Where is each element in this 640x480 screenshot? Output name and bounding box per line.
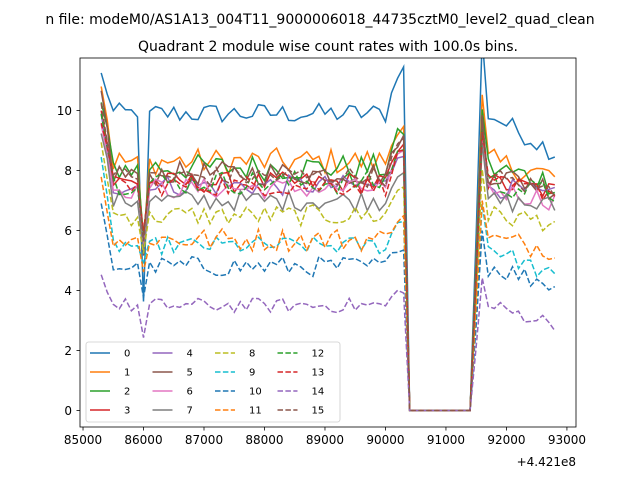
legend-label-10: 10 — [249, 387, 262, 398]
series-line-11 — [100, 176, 555, 412]
chart-title: Quadrant 2 module wise count rates with … — [138, 39, 518, 55]
series-line-15 — [100, 103, 556, 412]
legend-label-0: 0 — [124, 349, 130, 360]
axes: 85000 86000 87000 88000 89000 90000 91000 92000… — [57, 57, 586, 447]
legend-label-13: 13 — [312, 368, 325, 379]
y-tick-label: 4 — [64, 284, 72, 298]
x-offset-label: +4.421e8 — [517, 455, 576, 469]
legend-label-1: 1 — [124, 368, 130, 379]
series-line-14 — [100, 274, 556, 412]
legend-label-12: 12 — [312, 349, 325, 360]
x-tick-label: 93000 — [548, 433, 586, 447]
legend-label-6: 6 — [187, 387, 193, 398]
y-tick-label: 10 — [57, 104, 72, 118]
legend-label-9: 9 — [249, 368, 255, 379]
series-line-9 — [100, 156, 556, 412]
figure-suptitle: n file: modeM0/AS1A13_004T11_9000006018_… — [45, 12, 594, 28]
legend-label-7: 7 — [187, 406, 193, 417]
series-line-13 — [100, 123, 556, 412]
legend-label-8: 8 — [249, 349, 255, 360]
legend-label-2: 2 — [124, 387, 130, 398]
y-tick-label: 0 — [64, 404, 72, 418]
legend-label-11: 11 — [249, 406, 262, 417]
x-tick-label: 86000 — [124, 433, 162, 447]
legend-label-4: 4 — [187, 349, 193, 360]
legend-label-14: 14 — [312, 387, 325, 398]
x-tick-label: 89000 — [306, 433, 344, 447]
plot-area — [100, 58, 556, 412]
series-line-8 — [100, 142, 556, 412]
x-tick-label: 91000 — [427, 433, 465, 447]
y-tick-label: 6 — [64, 224, 72, 238]
x-tick-label: 88000 — [245, 433, 283, 447]
x-tick-label: 90000 — [366, 433, 404, 447]
legend-label-3: 3 — [124, 406, 130, 417]
x-tick-label: 85000 — [64, 433, 102, 447]
axes-frame — [79, 57, 577, 428]
legend-label-15: 15 — [312, 406, 325, 417]
legend-box — [85, 341, 341, 423]
x-tick-label: 87000 — [185, 433, 223, 447]
y-tick-label: 2 — [64, 344, 72, 358]
y-tick-label: 8 — [64, 164, 72, 178]
series-line-10 — [100, 203, 556, 412]
legend-label-5: 5 — [187, 368, 193, 379]
series-line-0 — [100, 58, 556, 412]
x-tick-label: 92000 — [487, 433, 525, 447]
